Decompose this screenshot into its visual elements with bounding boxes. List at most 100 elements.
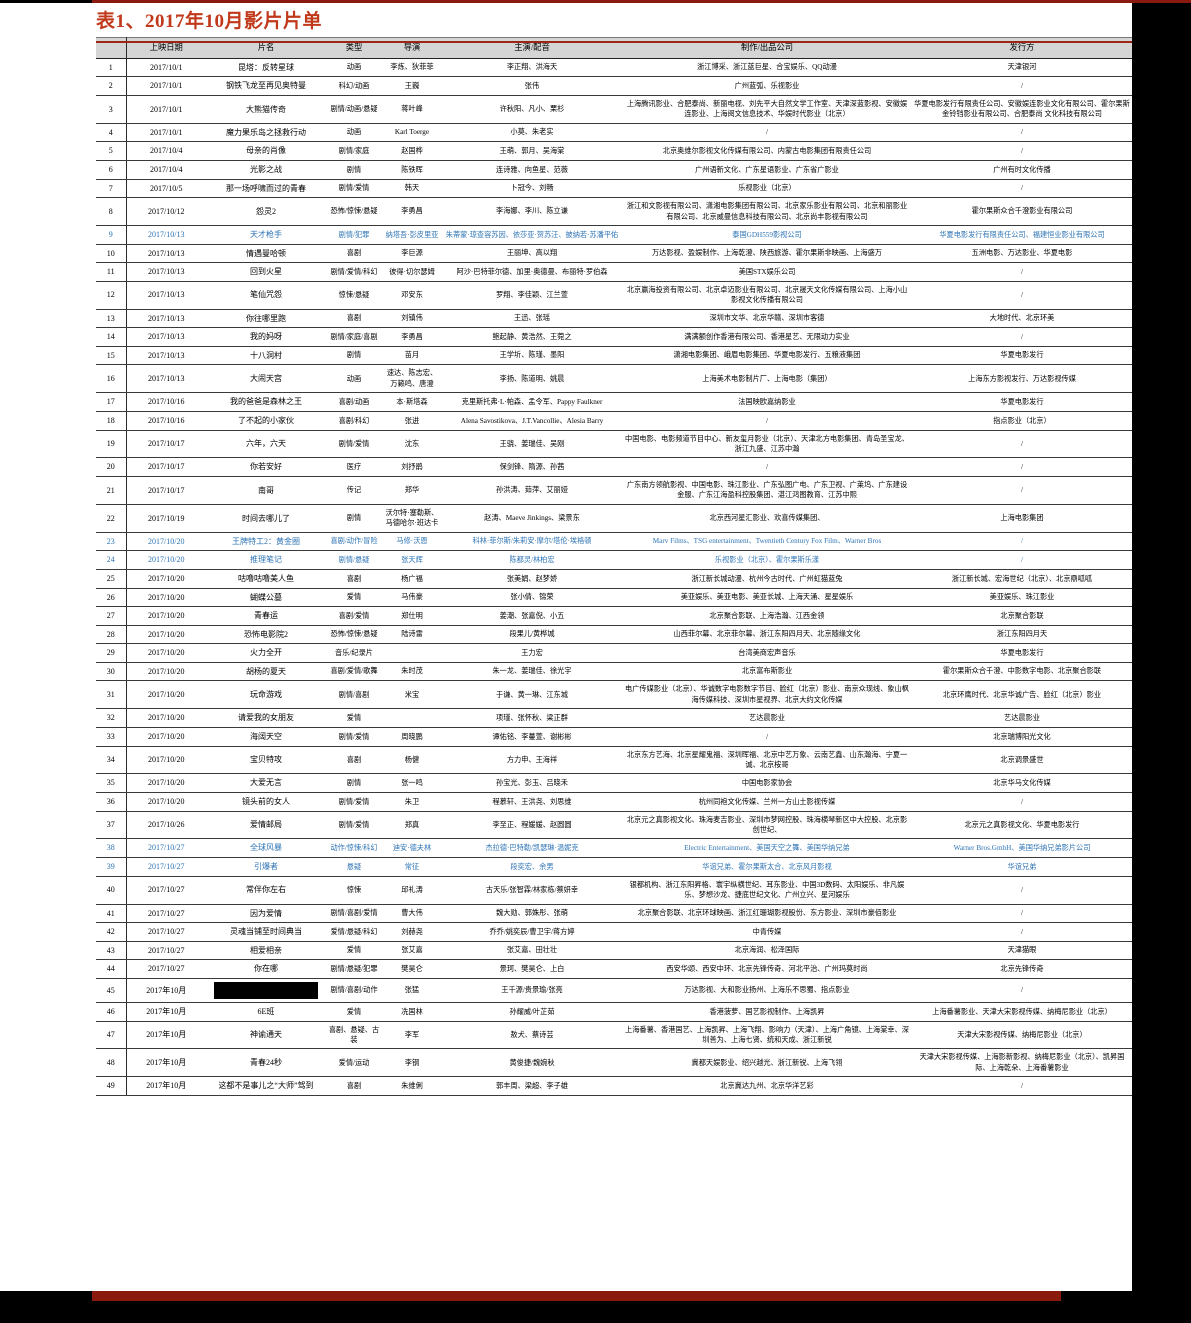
cell-type[interactable]: 悬疑 xyxy=(326,857,382,877)
cell-director: 沃尔特·塞勒斯、马德哈尔·班达卡 xyxy=(382,504,442,533)
cell-distributor: / xyxy=(912,904,1132,924)
cell-director: 刘镇伟 xyxy=(382,309,442,329)
cell-type[interactable]: 动作/惊悚/科幻 xyxy=(326,838,382,859)
cell-type: 喜剧 xyxy=(326,1076,382,1096)
cell-date: 2017/10/13 xyxy=(126,364,206,394)
cell-name: 这都不是事儿之“大师”驾到 xyxy=(206,1076,326,1096)
cell-idx: 11 xyxy=(96,262,127,282)
cell-name: 我的爸爸是森林之王 xyxy=(206,392,326,412)
cell-cast: 段果儿/黄桦城 xyxy=(442,625,622,645)
cell-distributor[interactable]: Warner Bros.GmbH、美国华纳兄弟影片公司 xyxy=(912,838,1132,859)
cell-director: 韩天 xyxy=(382,179,442,199)
cell-director[interactable]: 常征 xyxy=(382,857,442,877)
cell-director: 樊昊仑 xyxy=(382,959,442,979)
cell-date: 2017/10/13 xyxy=(126,327,206,347)
cell-production[interactable]: 乐视影业（北京）、霍尔果斯乐漾 xyxy=(622,550,912,570)
cell-date[interactable]: 2017/10/27 xyxy=(126,838,206,859)
cell-type: 音乐/纪录片 xyxy=(326,643,382,663)
bottom-left-notch xyxy=(0,1291,92,1303)
cell-production[interactable]: Electric Entertainment、美国天空之舞、美国华纳兄弟 xyxy=(622,838,912,859)
cell-production: 艺达晨影业 xyxy=(622,708,912,728)
cell-idx[interactable]: 23 xyxy=(96,532,127,552)
cell-date: 2017年10月 xyxy=(126,1048,206,1078)
cell-cast: 乔乔/姚奕辰/曹卫宇/蒋方婷 xyxy=(442,922,622,942)
cell-distributor: / xyxy=(912,792,1132,812)
cell-distributor: 华夏电影发行 xyxy=(912,346,1132,366)
cell-type: 喜剧/动画 xyxy=(326,392,382,412)
cell-production: 中国电影家协会 xyxy=(622,773,912,794)
cell-idx[interactable]: 39 xyxy=(96,857,127,877)
cell-date: 2017年10月 xyxy=(126,1021,206,1050)
cell-name: 爱情邮局 xyxy=(206,811,326,840)
cell-cast: 于谦、黄一琳、江东城 xyxy=(442,680,622,710)
cell-distributor[interactable]: / xyxy=(912,532,1132,552)
film-listing-table: 上映日期 片名 类型 导演 主演/配音 制作/出品公司 发行方 1 2017/10… xyxy=(96,36,1132,1096)
cell-director[interactable]: 迪安·德夫林 xyxy=(382,838,442,859)
table-row: 11 2017/10/13 回到火星 剧情/爱情/科幻 彼得·切尔瑟姆 阿沙·巴特菲尔德、… xyxy=(96,262,1132,282)
cell-type[interactable]: 剧情/悬疑 xyxy=(326,550,382,570)
cell-cast[interactable]: 陈都灵/林柏宏 xyxy=(442,550,622,570)
cell-name[interactable]: 全球风暴 xyxy=(206,838,326,859)
cell-distributor: / xyxy=(912,262,1132,282)
cell-idx: 10 xyxy=(96,244,127,264)
cell-name[interactable]: 天才枪手 xyxy=(206,225,326,245)
cell-type: 剧情/悬疑/犯罪 xyxy=(326,959,382,979)
cell-type: 爱情 xyxy=(326,1002,382,1022)
cell-production: / xyxy=(622,727,912,747)
cell-cast[interactable]: 朱蒂蒙·琼查容苏因、依莎亚·贺苏汪、披纳若·苏潘平佑 xyxy=(442,225,622,245)
table-row: 9 2017/10/13 天才枪手 剧情/犯罪 纳塔吾·彭皮里亚 朱蒂蒙·琼查容苏因、依莎… xyxy=(96,225,1132,245)
cell-distributor[interactable]: 华夏电影发行有限责任公司、福建恒业影业有限公司 xyxy=(912,225,1132,245)
cell-distributor: 大地时代、北京环美 xyxy=(912,309,1132,329)
cell-idx[interactable]: 24 xyxy=(96,550,127,570)
cell-idx[interactable]: 38 xyxy=(96,838,127,859)
cell-production[interactable]: Marv Films、TSG entertainment、Twentieth C… xyxy=(622,532,912,552)
cell-date[interactable]: 2017/10/13 xyxy=(126,225,206,245)
cell-type: 爱情 xyxy=(326,588,382,608)
cell-distributor: 北京聚合影联 xyxy=(912,606,1132,626)
cell-name: 相爱相亲 xyxy=(206,941,326,961)
cell-date[interactable]: 2017/10/20 xyxy=(126,532,206,552)
cell-distributor: 五洲电影、万达影业、华夏电影 xyxy=(912,244,1132,264)
cell-type: 医疗 xyxy=(326,457,382,477)
cell-director[interactable]: 张天辉 xyxy=(382,550,442,570)
cell-name: 光影之战 xyxy=(206,160,326,180)
cell-type[interactable]: 剧情/犯罪 xyxy=(326,225,382,245)
cell-production: 上海美术电影制片厂、上海电影（集团） xyxy=(622,364,912,394)
cell-type: 剧情/爱情 xyxy=(326,811,382,840)
cell-name[interactable]: 王牌特工2：黄金圈 xyxy=(206,532,326,552)
cell-date: 2017/10/12 xyxy=(126,197,206,227)
cell-production[interactable]: 泰国GDH559影视公司 xyxy=(622,225,912,245)
page-title: 表1、2017年10月影片片单 xyxy=(96,11,323,32)
cell-date: 2017/10/20 xyxy=(126,643,206,663)
cell-date[interactable]: 2017/10/20 xyxy=(126,550,206,570)
cell-date: 2017/10/27 xyxy=(126,941,206,961)
cell-type[interactable]: 喜剧/动作/冒险 xyxy=(326,532,382,552)
cell-date: 2017/10/20 xyxy=(126,792,206,812)
cell-production[interactable]: 华谊兄弟、霍尔果斯太合、北京风月影视 xyxy=(622,857,912,877)
cell-director: 沈东 xyxy=(382,430,442,459)
cell-date[interactable]: 2017/10/27 xyxy=(126,857,206,877)
cell-director[interactable]: 纳塔吾·彭皮里亚 xyxy=(382,225,442,245)
cell-name[interactable]: 引爆者 xyxy=(206,857,326,877)
cell-distributor[interactable]: 华谊兄弟 xyxy=(912,857,1132,877)
cell-name: 情遇曼哈顿 xyxy=(206,244,326,264)
cell-cast[interactable]: 科林·菲尔斯/朱莉安·摩尔/塔伦·埃格顿 xyxy=(442,532,622,552)
cell-date: 2017/10/1 xyxy=(126,76,206,96)
cell-director[interactable]: 马修·沃恩 xyxy=(382,532,442,552)
cell-distributor: 霍尔果斯众合千澄影业有限公司 xyxy=(912,197,1132,227)
cell-name: 了不起的小家伙 xyxy=(206,411,326,431)
cell-director: 冼国林 xyxy=(382,1002,442,1022)
cell-type: 喜剧/爱情/歌舞 xyxy=(326,662,382,682)
cell-cast: 张美娟、赵梦娇 xyxy=(442,569,622,589)
cell-cast[interactable]: 杰拉德·巴特勒/凯瑟琳·温妮克 xyxy=(442,838,622,859)
cell-type: 剧情/爱情 xyxy=(326,179,382,199)
cell-name: 笔仙咒怨 xyxy=(206,281,326,310)
table-row: 32 2017/10/20 请爱我的女朋友 爱情 项瑾、张怀秋、梁正群 艺达晨影业 艺达晨影… xyxy=(96,708,1132,728)
cell-idx[interactable]: 9 xyxy=(96,225,127,245)
cell-cast[interactable]: 段奕宏、余男 xyxy=(442,857,622,877)
cell-director: 陆诗雷 xyxy=(382,625,442,645)
table-row: 19 2017/10/17 六年，六天 剧情/爱情 沈东 王骁、姜瑞佳、吴刚 中国电影、电影… xyxy=(96,430,1132,459)
cell-distributor[interactable]: / xyxy=(912,550,1132,570)
cell-name[interactable]: 推理笔记 xyxy=(206,550,326,570)
cell-type: 动画 xyxy=(326,364,382,394)
